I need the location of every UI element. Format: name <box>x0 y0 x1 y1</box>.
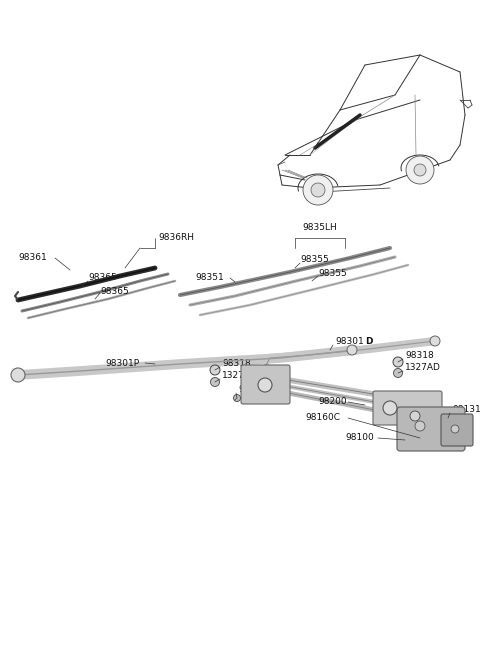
Text: 98131C: 98131C <box>238 386 273 394</box>
Text: 98318: 98318 <box>222 359 251 369</box>
Text: 9836RH: 9836RH <box>158 234 194 243</box>
Circle shape <box>347 345 357 355</box>
Text: 98361: 98361 <box>18 253 47 262</box>
Text: 98131C: 98131C <box>452 405 480 415</box>
Text: 98351: 98351 <box>195 274 224 283</box>
Circle shape <box>444 415 452 422</box>
Circle shape <box>394 369 403 377</box>
Text: 98100: 98100 <box>345 434 374 443</box>
FancyBboxPatch shape <box>441 414 473 446</box>
Text: 98365: 98365 <box>88 274 117 283</box>
Text: 98355: 98355 <box>318 268 347 277</box>
Circle shape <box>414 164 426 176</box>
Text: 1327AD: 1327AD <box>222 371 258 380</box>
Circle shape <box>451 425 459 433</box>
Text: 98318: 98318 <box>405 352 434 361</box>
Text: 98160C: 98160C <box>305 413 340 422</box>
Text: 98355: 98355 <box>300 255 329 264</box>
Circle shape <box>210 365 220 375</box>
Text: D: D <box>365 337 372 346</box>
FancyBboxPatch shape <box>373 391 442 425</box>
Circle shape <box>410 411 420 421</box>
Circle shape <box>383 401 397 415</box>
Text: 9835LH: 9835LH <box>302 224 337 232</box>
FancyBboxPatch shape <box>241 365 290 404</box>
Circle shape <box>406 156 434 184</box>
Circle shape <box>11 368 25 382</box>
Text: 98365: 98365 <box>100 287 129 295</box>
Circle shape <box>311 183 325 197</box>
Circle shape <box>233 394 240 401</box>
Circle shape <box>415 421 425 431</box>
Circle shape <box>393 357 403 367</box>
FancyBboxPatch shape <box>397 407 465 451</box>
Text: 98301: 98301 <box>335 337 364 346</box>
Circle shape <box>430 336 440 346</box>
Text: 98200: 98200 <box>318 398 347 407</box>
Circle shape <box>258 378 272 392</box>
Circle shape <box>211 377 219 386</box>
Circle shape <box>303 175 333 205</box>
Text: 98301P: 98301P <box>105 358 139 367</box>
Text: 1327AD: 1327AD <box>405 363 441 373</box>
